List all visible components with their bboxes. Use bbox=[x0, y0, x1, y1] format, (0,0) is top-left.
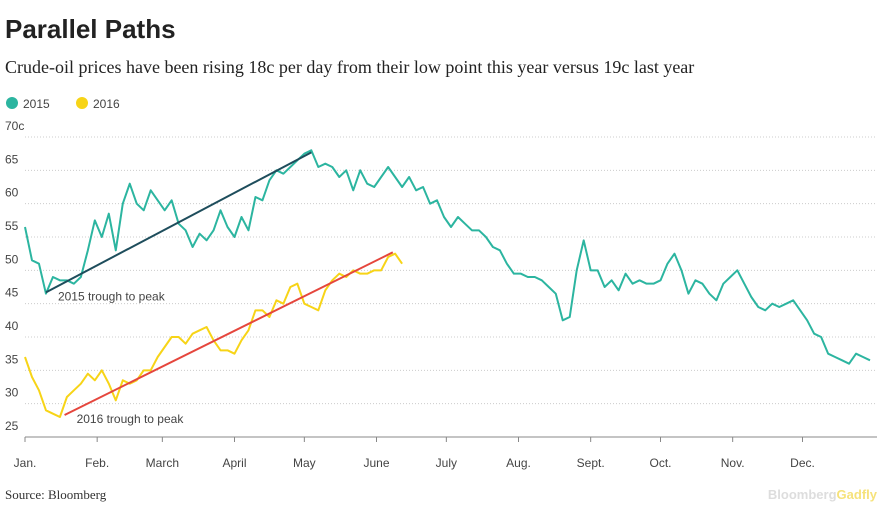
source: Source: Bloomberg bbox=[5, 487, 107, 502]
x-tick-label: June bbox=[363, 456, 389, 470]
series-line bbox=[24, 252, 403, 418]
x-tick-label: Aug. bbox=[506, 456, 531, 470]
y-tick-label: 50 bbox=[5, 252, 19, 266]
x-tick-label: May bbox=[293, 456, 316, 470]
x-tick-label: Nov. bbox=[721, 456, 745, 470]
series-line bbox=[24, 149, 871, 365]
x-tick-label: Feb. bbox=[85, 456, 109, 470]
logo-brand: Bloomberg bbox=[768, 487, 837, 502]
y-tick-label: 40 bbox=[5, 319, 19, 333]
y-tick-label: 25 bbox=[5, 419, 19, 433]
legend-label: 2015 bbox=[23, 97, 50, 111]
x-tick-label: Sept. bbox=[577, 456, 605, 470]
x-tick-label: April bbox=[223, 456, 247, 470]
legend-marker bbox=[76, 97, 88, 109]
y-tick-label: 30 bbox=[5, 386, 19, 400]
annotation-label: 2016 trough to peak bbox=[77, 412, 185, 426]
y-tick-label: 35 bbox=[5, 352, 19, 366]
logo: BloombergGadfly bbox=[768, 487, 878, 502]
annotation-label: 2015 trough to peak bbox=[58, 289, 166, 303]
x-tick-label: Jan. bbox=[14, 456, 37, 470]
y-tick-label: 65 bbox=[5, 152, 19, 166]
chart-title: Parallel Paths bbox=[5, 14, 176, 44]
x-tick-label: Oct. bbox=[650, 456, 672, 470]
logo-product: Gadfly bbox=[837, 487, 878, 502]
legend-label: 2016 bbox=[93, 97, 120, 111]
x-tick-label: Dec. bbox=[790, 456, 815, 470]
y-tick-label: 55 bbox=[5, 219, 19, 233]
y-tick-label: 45 bbox=[5, 286, 19, 300]
y-tick-label: 60 bbox=[5, 186, 19, 200]
x-tick-label: March bbox=[146, 456, 179, 470]
chart-subtitle: Crude-oil prices have been rising 18c pe… bbox=[5, 57, 694, 77]
x-tick-label: July bbox=[436, 456, 457, 470]
legend-marker bbox=[6, 97, 18, 109]
trend-line bbox=[64, 251, 394, 416]
y-tick-label: 70c bbox=[5, 119, 24, 133]
trend-line bbox=[45, 151, 312, 294]
